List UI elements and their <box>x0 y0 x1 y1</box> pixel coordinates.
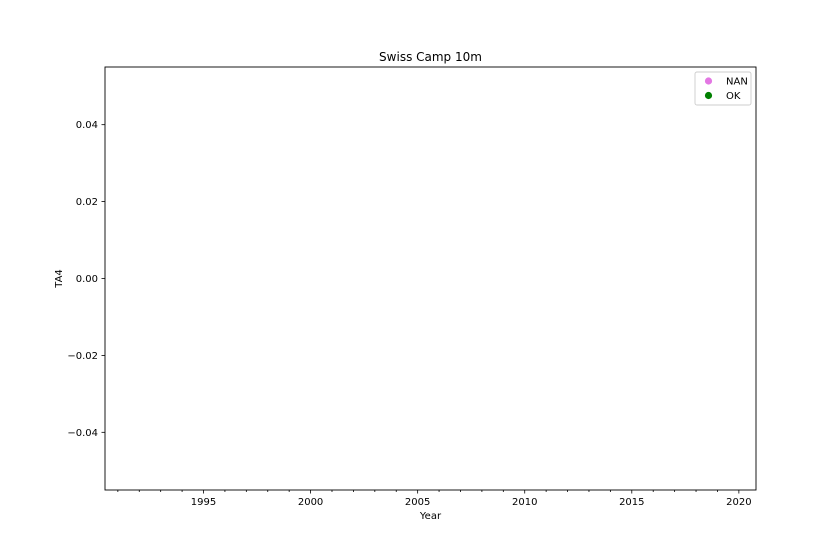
y-tick-label: 0.02 <box>76 197 98 208</box>
x-tick-label: 2010 <box>512 497 537 508</box>
legend-marker-ok <box>704 91 713 100</box>
x-axis-label: Year <box>419 511 442 522</box>
x-tick-label: 2015 <box>619 497 644 508</box>
x-tick-label: 1995 <box>191 497 216 508</box>
x-axis: 1995 2000 2005 2010 2015 2020 <box>117 490 752 508</box>
x-tick-label: 2020 <box>726 497 751 508</box>
y-axis-label: TA4 <box>54 269 65 289</box>
legend-marker-nan <box>704 77 713 85</box>
y-axis: 0.04 0.02 0.00 −0.02 −0.04 <box>67 120 105 439</box>
x-tick-label: 2005 <box>405 497 430 508</box>
y-tick-label: 0.00 <box>76 274 98 285</box>
x-tick-label: 2000 <box>298 497 323 508</box>
legend-label-nan: NAN <box>726 77 748 88</box>
chart-title: Swiss Camp 10m <box>379 50 482 64</box>
legend: NAN OK <box>694 71 752 106</box>
legend-label-ok: OK <box>726 91 741 102</box>
y-tick-label: −0.02 <box>67 351 98 362</box>
y-tick-label: 0.04 <box>76 120 98 131</box>
y-tick-label: −0.04 <box>67 428 98 439</box>
